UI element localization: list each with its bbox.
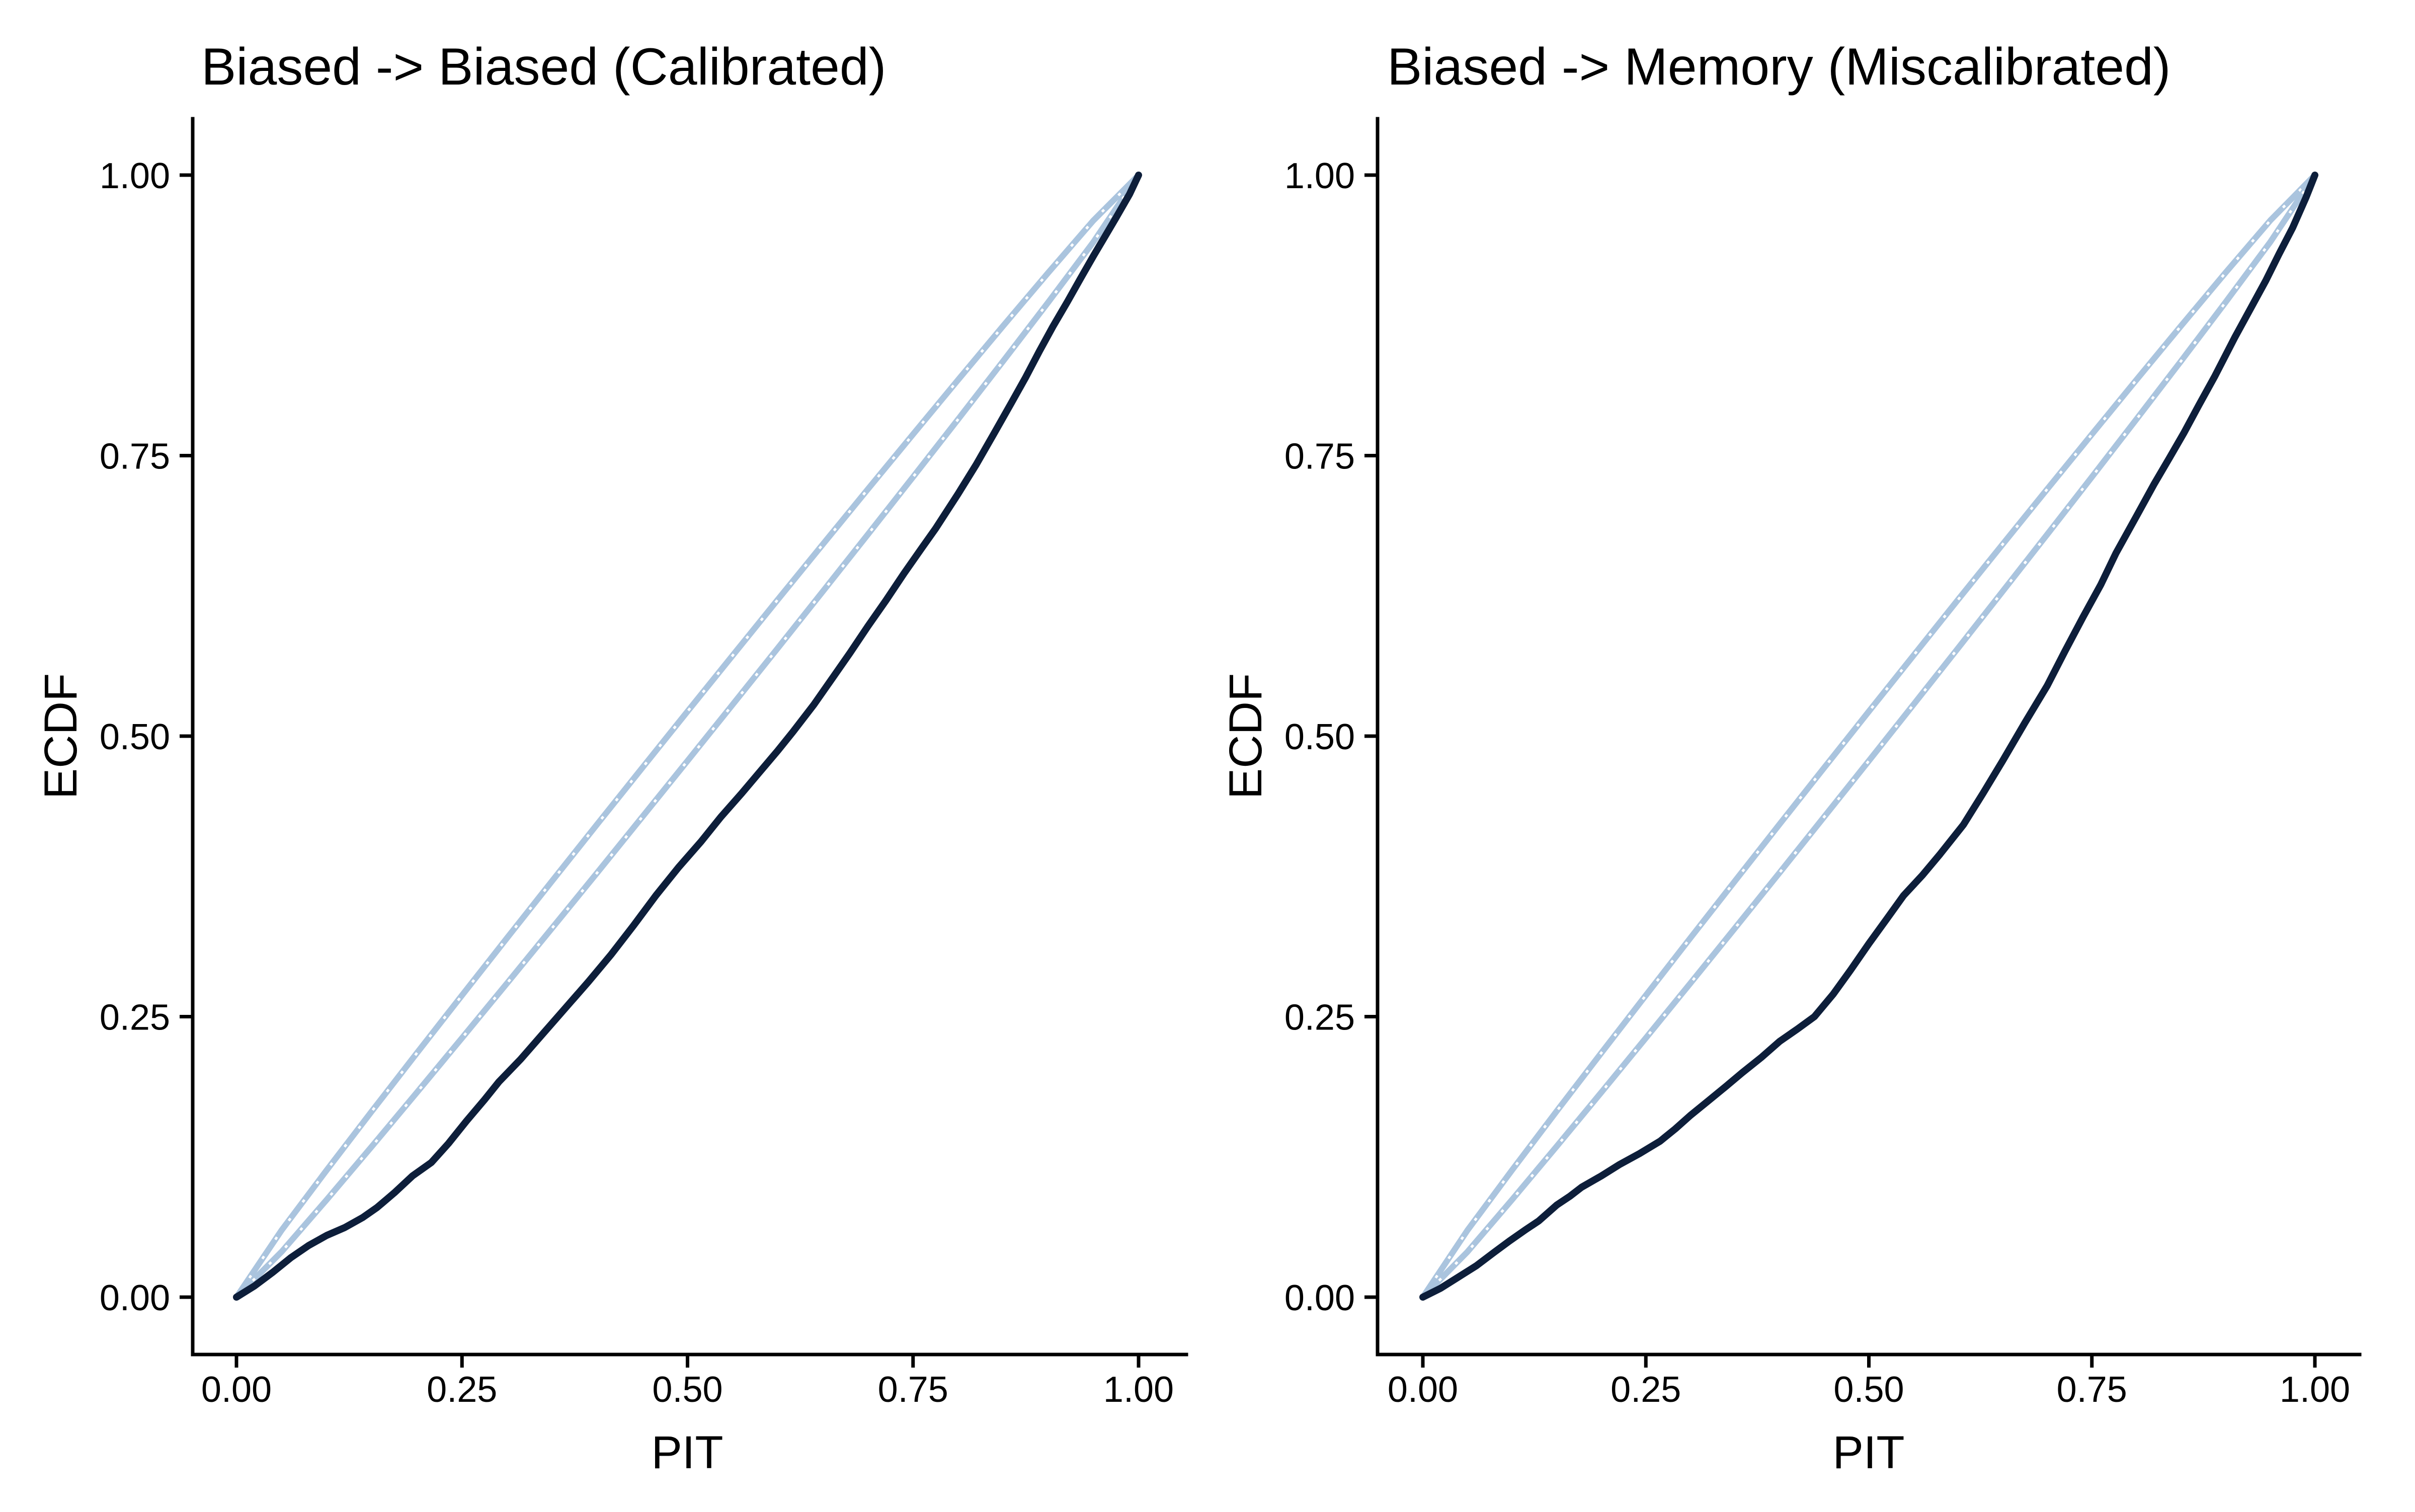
y-axis-title: ECDF — [35, 673, 87, 799]
y-tick-label: 0.50 — [100, 717, 170, 757]
ecdf-line — [233, 172, 1142, 1301]
panel-biased-memory-miscalibrated: Biased -> Memory (Miscalibrated) PIT ECD… — [1220, 38, 2362, 1478]
panel-title: Biased -> Memory (Miscalibrated) — [1387, 38, 2171, 96]
confidence-band-upper-line-gap-dots — [235, 174, 1140, 1298]
x-tick-label: 0.00 — [1388, 1370, 1458, 1410]
confidence-band-lower-line-gap-dots — [1422, 174, 2316, 1298]
y-tick-label: 0.25 — [1284, 998, 1355, 1038]
plot-area: 0.00 0.25 0.50 0.75 1.00 0.00 0.25 0.50 0.75 1.00 — [100, 117, 1188, 1410]
y-tick-label: 0.00 — [1284, 1278, 1355, 1318]
x-tick-label: 1.00 — [2280, 1370, 2350, 1410]
confidence-band-lower-line — [234, 173, 1141, 1300]
x-tick-label: 1.00 — [1103, 1370, 1174, 1410]
x-axis-title: PIT — [651, 1427, 723, 1478]
y-tick-label: 0.75 — [100, 437, 170, 477]
x-tick-label: 0.00 — [201, 1370, 272, 1410]
y-tick-label: 0.00 — [100, 1278, 170, 1318]
x-tick-label: 0.75 — [2057, 1370, 2127, 1410]
confidence-band-upper-line — [234, 173, 1141, 1299]
x-tick-label: 0.75 — [878, 1370, 948, 1410]
y-axis-title: ECDF — [1220, 673, 1271, 799]
ecdf-line — [1419, 172, 2318, 1301]
confidence-band-upper-line-gap-dots — [1421, 174, 2316, 1298]
confidence-band-lower-line — [1420, 173, 2317, 1300]
plot-area: 0.00 0.25 0.50 0.75 1.00 0.00 0.25 0.50 0.75 1.00 — [1284, 117, 2362, 1410]
panel-title: Biased -> Biased (Calibrated) — [201, 38, 886, 96]
x-tick-label: 0.25 — [1611, 1370, 1681, 1410]
y-tick-label: 1.00 — [1284, 156, 1355, 196]
confidence-band-lower-line-gap-dots — [235, 174, 1140, 1298]
y-tick-label: 0.75 — [1284, 437, 1355, 477]
x-axis-title: PIT — [1832, 1427, 1904, 1478]
y-tick-label: 1.00 — [100, 156, 170, 196]
y-tick-label: 0.25 — [100, 998, 170, 1038]
panel-biased-calibrated: Biased -> Biased (Calibrated) PIT ECDF 0… — [35, 38, 1188, 1478]
x-tick-label: 0.50 — [1833, 1370, 1904, 1410]
y-tick-label: 0.50 — [1284, 717, 1355, 757]
x-tick-label: 0.25 — [427, 1370, 497, 1410]
x-tick-label: 0.50 — [652, 1370, 722, 1410]
confidence-band-upper-line — [1420, 173, 2317, 1299]
